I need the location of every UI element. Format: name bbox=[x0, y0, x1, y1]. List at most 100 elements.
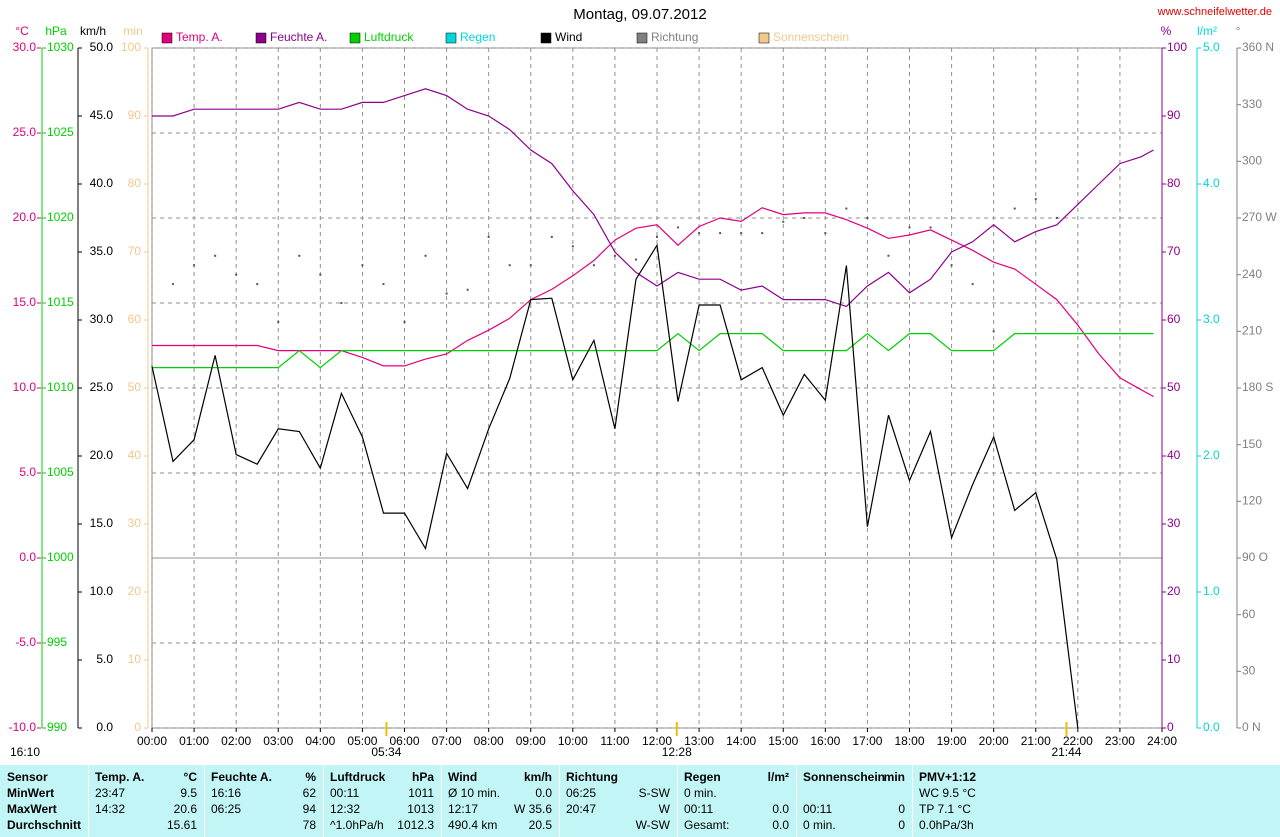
cell-left: 0 min. bbox=[684, 786, 717, 800]
cell-right: 1013 bbox=[407, 802, 434, 816]
cell-right: W bbox=[658, 802, 670, 816]
series-line bbox=[152, 88, 1154, 308]
x-tick-label: 08:00 bbox=[474, 734, 504, 748]
column-header: Richtung bbox=[566, 770, 618, 784]
cell-right: 1011 bbox=[408, 786, 434, 800]
direction-dot bbox=[550, 235, 553, 238]
legend-label: Temp. A. bbox=[176, 30, 223, 44]
column-separator bbox=[559, 765, 560, 837]
cell-left: Ø 10 min. bbox=[448, 786, 501, 800]
y-tick-label: 35.0 bbox=[90, 244, 114, 258]
direction-dot bbox=[992, 330, 995, 333]
y-tick-label: 120 bbox=[1242, 494, 1262, 508]
cell-left: TP 7.1 °C bbox=[919, 802, 971, 816]
direction-dot bbox=[277, 320, 280, 323]
y-tick-label: 0 bbox=[1167, 720, 1174, 734]
cell-left: 00:11 bbox=[330, 786, 360, 800]
y-tick-label: 90 bbox=[128, 108, 142, 122]
y-tick-label: 5.0 bbox=[1203, 40, 1220, 54]
y-tick-label: 5.0 bbox=[19, 465, 36, 479]
axis-unit: hPa bbox=[45, 24, 67, 38]
column-separator bbox=[323, 765, 324, 837]
cell-right: 78 bbox=[302, 818, 316, 832]
y-tick-label: 30 bbox=[1242, 664, 1256, 678]
direction-dot bbox=[887, 254, 890, 257]
cell-left: 16:16 bbox=[211, 786, 242, 800]
x-tick-label: 14:00 bbox=[726, 734, 756, 748]
timestamp: 16:10 bbox=[10, 745, 40, 759]
y-tick-label: 20.0 bbox=[90, 448, 114, 462]
row-label: Durchschnitt bbox=[7, 818, 82, 832]
cell-left: 490.4 km bbox=[448, 818, 498, 832]
cell-right: 20.5 bbox=[528, 818, 552, 832]
x-tick-label: 16:00 bbox=[810, 734, 840, 748]
cell-right: S-SW bbox=[638, 786, 670, 800]
direction-dot bbox=[403, 320, 406, 323]
column-header: Feuchte A. bbox=[211, 770, 272, 784]
y-tick-label: 0 bbox=[134, 720, 141, 734]
y-tick-label: 10 bbox=[1167, 652, 1181, 666]
y-tick-label: 1025 bbox=[47, 125, 74, 139]
cell-right: 9.5 bbox=[180, 786, 197, 800]
y-tick-label: 210 bbox=[1242, 324, 1262, 338]
y-tick-label: 0.0 bbox=[96, 720, 113, 734]
y-tick-label: 40 bbox=[1167, 448, 1181, 462]
legend-swatch bbox=[636, 32, 648, 44]
direction-dot bbox=[845, 207, 848, 210]
x-tick-label: 20:00 bbox=[979, 734, 1009, 748]
x-tick-label: 12:00 bbox=[642, 734, 672, 748]
column-separator bbox=[677, 765, 678, 837]
direction-dot bbox=[613, 254, 616, 257]
direction-dot bbox=[235, 273, 238, 276]
y-tick-label: 50.0 bbox=[90, 40, 114, 54]
direction-dot bbox=[782, 220, 785, 223]
cell-right: 0.0 bbox=[535, 786, 552, 800]
cell-right: W-SW bbox=[635, 818, 670, 832]
y-tick-label: 30.0 bbox=[13, 40, 37, 54]
y-tick-label: 100 bbox=[1167, 40, 1187, 54]
x-tick-label: 01:00 bbox=[179, 734, 209, 748]
source: www.schneifelwetter.de bbox=[1157, 6, 1272, 18]
column-unit: km/h bbox=[523, 770, 552, 784]
x-tick-label: 00:00 bbox=[137, 734, 167, 748]
direction-dot bbox=[256, 283, 259, 286]
column-separator bbox=[912, 765, 913, 837]
direction-dot bbox=[466, 288, 469, 291]
time-marker-label: 12:28 bbox=[662, 745, 692, 759]
direction-dot bbox=[1013, 207, 1016, 210]
series-line bbox=[152, 332, 1154, 369]
series-line bbox=[152, 207, 1154, 398]
column-separator bbox=[796, 765, 797, 837]
y-tick-label: 20.0 bbox=[13, 210, 37, 224]
column-header: Wind bbox=[448, 770, 478, 784]
cell-right: 62 bbox=[302, 786, 316, 800]
direction-dot bbox=[361, 264, 364, 267]
y-tick-label: 240 bbox=[1242, 267, 1262, 281]
series-line bbox=[151, 243, 1079, 729]
y-tick-label: 990 bbox=[47, 720, 67, 734]
x-tick-label: 17:00 bbox=[852, 734, 882, 748]
column-header: Luftdruck bbox=[330, 770, 386, 784]
x-tick-label: 18:00 bbox=[894, 734, 924, 748]
y-tick-label: 15.0 bbox=[90, 516, 114, 530]
x-tick-label: 19:00 bbox=[937, 734, 967, 748]
column-header: Sonnenschein bbox=[803, 770, 886, 784]
y-tick-label: 270 W bbox=[1242, 210, 1277, 224]
direction-dot bbox=[761, 232, 764, 235]
column-unit: % bbox=[305, 770, 316, 784]
direction-dot bbox=[719, 232, 722, 235]
y-tick-label: 995 bbox=[47, 635, 67, 649]
y-tick-label: 0 N bbox=[1242, 720, 1261, 734]
direction-dot bbox=[740, 232, 743, 235]
y-tick-label: 1030 bbox=[47, 40, 74, 54]
y-tick-label: 80 bbox=[1167, 176, 1181, 190]
column-unit: °C bbox=[183, 770, 197, 784]
cell-left: 12:32 bbox=[330, 802, 361, 816]
direction-dot bbox=[698, 232, 701, 235]
y-tick-label: 10 bbox=[128, 652, 142, 666]
legend-swatch bbox=[758, 32, 770, 44]
y-tick-label: 1005 bbox=[47, 465, 74, 479]
y-tick-label: 20 bbox=[1167, 584, 1181, 598]
cell-right: 0 bbox=[898, 818, 905, 832]
row-label: MinWert bbox=[7, 786, 55, 800]
